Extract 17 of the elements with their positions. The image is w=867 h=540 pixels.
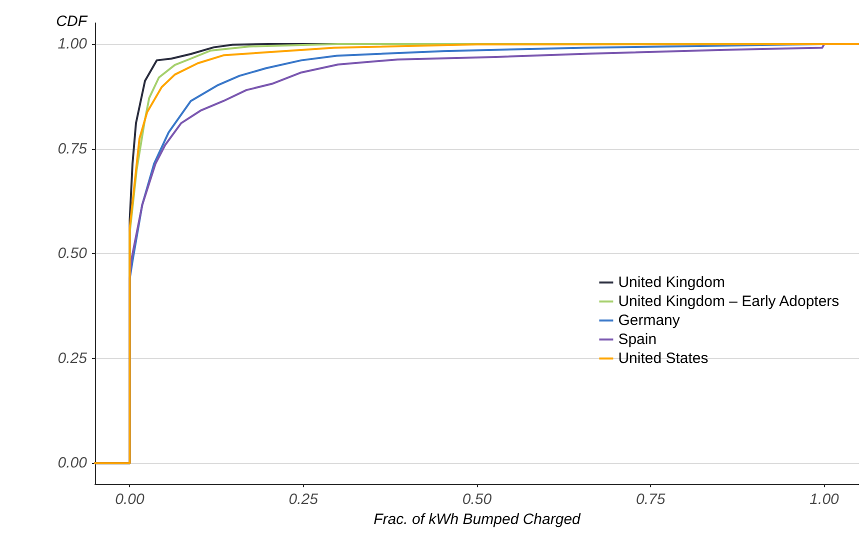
y-tick-label: 0.75 — [58, 140, 88, 158]
x-tick-label: 0.00 — [115, 491, 145, 508]
y-axis-title: CDF — [56, 13, 88, 30]
legend-label: Spain — [618, 331, 657, 348]
y-tick-label: 0.50 — [58, 245, 88, 262]
y-tick-label: 0.00 — [58, 454, 88, 472]
x-axis-title: Frac. of kWh Bumped Charged — [374, 511, 582, 528]
x-tick-label: 0.75 — [636, 491, 666, 508]
x-tick-label: 0.25 — [288, 491, 319, 508]
legend-label: Germany — [618, 312, 680, 329]
legend-label: United Kingdom – Early Adopters — [618, 293, 840, 310]
legend-label: United States — [618, 350, 708, 367]
x-tick-label: 0.50 — [462, 491, 492, 508]
legend-label: United Kingdom — [618, 274, 725, 291]
y-tick-label: 1.00 — [58, 35, 88, 52]
x-tick-label: 1.00 — [810, 491, 840, 508]
y-tick-label: 0.25 — [58, 350, 88, 367]
